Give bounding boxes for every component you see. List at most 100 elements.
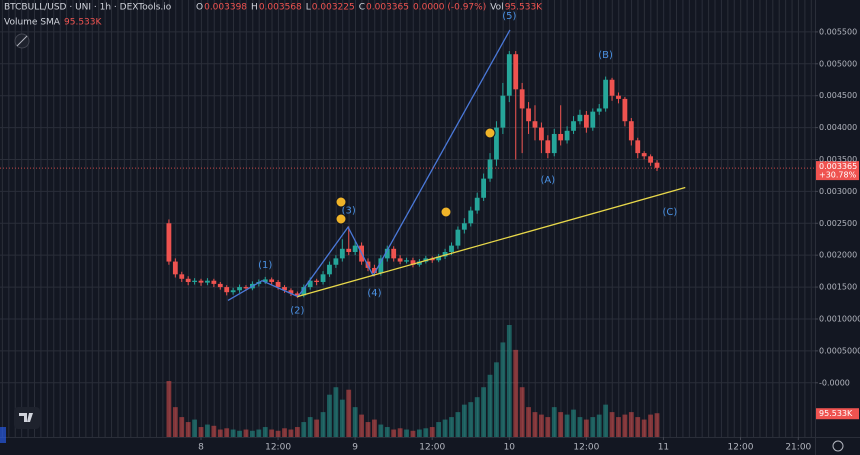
volume-bar [352, 407, 358, 437]
candle-body [641, 153, 647, 157]
volume-bar [391, 429, 397, 437]
ohlc-value: 0.003365 [366, 3, 409, 13]
volume-bar [410, 430, 416, 437]
candle-body [410, 260, 416, 265]
x-tick-label: 12:00 [573, 443, 599, 453]
candle-body [449, 245, 454, 252]
volume-bar [506, 325, 512, 437]
volume-bar [211, 425, 217, 437]
y-tick-label: 0.001500 [819, 283, 857, 292]
volume-bar [442, 419, 448, 437]
coin-icon [335, 196, 347, 208]
candle-body [346, 248, 352, 252]
volume-bar [423, 428, 429, 437]
volume-bar [249, 430, 255, 437]
candle-body [616, 95, 621, 99]
coin-icons [335, 127, 496, 225]
volume-bars [166, 325, 660, 437]
volume-bar [333, 387, 339, 437]
candle-body [583, 114, 589, 128]
candle-body [474, 197, 480, 211]
wave-label: (3) [342, 206, 356, 217]
visibility-button[interactable] [14, 33, 30, 49]
candle-body [224, 287, 230, 293]
candle-body [455, 229, 461, 246]
candle-body [519, 89, 525, 109]
volume-bar [372, 419, 377, 437]
candle-body [378, 258, 384, 274]
ohlc-legend: O 0.003398 H 0.003568 L 0.003225 C 0.003365 0.00… [196, 3, 543, 13]
volume-bar [294, 427, 300, 437]
volume-bar [596, 414, 602, 437]
candle-body [243, 287, 249, 289]
volume-bar [449, 417, 454, 437]
last-price-tag [816, 161, 859, 181]
volume-bar [616, 417, 621, 437]
candle-body [526, 108, 531, 122]
volume-bar [635, 417, 641, 437]
candle-body [577, 114, 583, 122]
wave-label: (C) [662, 207, 677, 218]
candle-body [352, 245, 358, 252]
candle-body [506, 54, 512, 96]
settings-button[interactable] [832, 440, 844, 452]
volume-bar [622, 414, 628, 437]
candle-body [545, 140, 551, 154]
volume-bar [545, 417, 551, 437]
vol-label: Vol [490, 3, 503, 13]
volume-bar [262, 427, 268, 437]
candle-body [320, 274, 326, 282]
annotations: (1) (2) (3) (4) (5) (A) (B) (C) [227, 11, 686, 317]
candle-body [532, 121, 538, 128]
candle-body [558, 133, 564, 141]
y-tick-label: 0.004500 [819, 91, 857, 100]
candle-body [237, 287, 242, 291]
volume-bar [282, 428, 287, 437]
volume-bar [436, 422, 442, 437]
tv-logo [14, 407, 40, 429]
candle-body [416, 261, 422, 265]
candle-body [333, 258, 339, 265]
volume-bar [237, 430, 242, 437]
volume-bar [307, 417, 313, 437]
candle-body [635, 140, 641, 154]
candle-body [192, 280, 197, 282]
volume-bar [558, 412, 564, 437]
candle-body [436, 256, 442, 261]
y-tick-label: 0.0010000 [819, 314, 860, 323]
candle-body [539, 127, 544, 141]
candle-body [384, 248, 390, 259]
volume-bar [288, 429, 294, 437]
candle-body [468, 210, 474, 224]
candle-body [590, 111, 596, 128]
volume-bar [429, 427, 435, 437]
coin-icon [484, 127, 496, 139]
volume-bar [378, 424, 384, 437]
x-tick-label: 12:00 [728, 443, 754, 453]
candle-body [564, 130, 570, 141]
candle-body [391, 248, 397, 259]
x-tick-label: 10 [504, 443, 516, 453]
wave-line [227, 29, 511, 302]
candle-body [327, 264, 332, 275]
volume-bar [185, 422, 191, 437]
volume-bar [641, 419, 647, 437]
candle-body [571, 121, 576, 131]
volume-bar [603, 404, 609, 437]
grid [0, 31, 818, 440]
trend-line [297, 186, 686, 298]
candle-body [198, 280, 204, 283]
candle-body [596, 108, 602, 112]
volume-bar [416, 429, 422, 437]
volume-bar [583, 419, 589, 437]
candle-body [622, 98, 628, 122]
volume-bar [513, 349, 519, 437]
settings-icon[interactable] [832, 440, 844, 452]
candle-body [442, 251, 448, 257]
volume-bar [256, 429, 262, 437]
scroll-handle[interactable] [0, 427, 6, 443]
volume-bar [384, 427, 390, 437]
x-tick-label: 21:00 [785, 443, 811, 453]
